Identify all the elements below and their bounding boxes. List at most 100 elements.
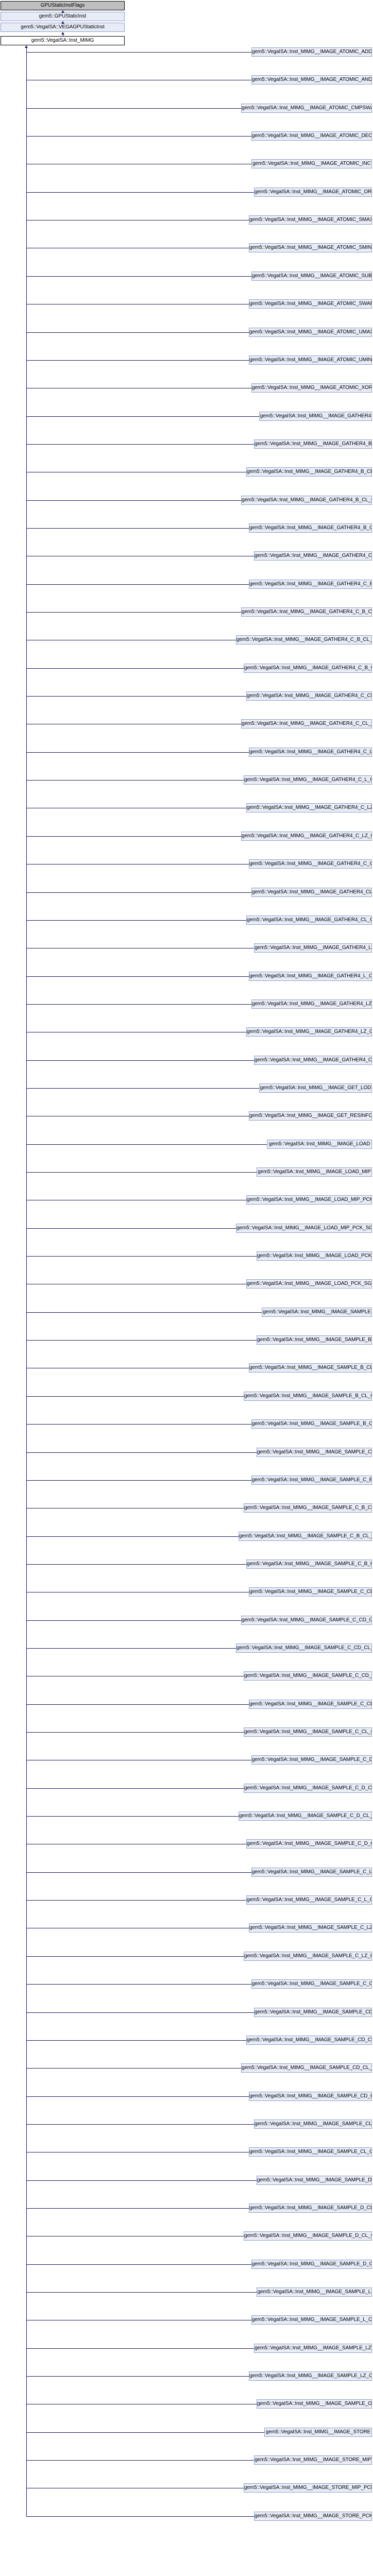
class-node-derived[interactable]: gem5::VegaISA::Inst_MIMG__IMAGE_SAMPLE_C… <box>244 1727 372 1737</box>
derived-edge <box>26 2264 251 2265</box>
class-node-derived[interactable]: gem5::VegaISA::Inst_MIMG__IMAGE_GATHER4_… <box>254 943 372 953</box>
class-node-derived[interactable]: gem5::VegaISA::Inst_MIMG__IMAGE_ATOMIC_C… <box>241 104 372 113</box>
class-node-derived[interactable]: gem5::VegaISA::Inst_MIMG__IMAGE_SAMPLE_C… <box>239 1532 372 1541</box>
class-node-derived[interactable]: gem5::VegaISA::Inst_MIMG__IMAGE_GATHER4_… <box>241 607 372 617</box>
class-node-derived[interactable]: gem5::VegaISA::Inst_MIMG__IMAGE_GATHER4_… <box>246 803 372 812</box>
class-node-derived[interactable]: gem5::VegaISA::Inst_MIMG__IMAGE_SAMPLE_C… <box>249 2092 372 2101</box>
class-node-derived[interactable]: gem5::VegaISA::Inst_MIMG__IMAGE_GATHER4_… <box>241 832 372 841</box>
class-node-derived[interactable]: gem5::VegaISA::Inst_MIMG__IMAGE_GATHER4_… <box>254 439 372 449</box>
class-node-derived[interactable]: gem5::VegaISA::Inst_MIMG__IMAGE_SAMPLE_C… <box>249 1587 372 1597</box>
class-node-derived[interactable]: gem5::VegaISA::Inst_MIMG__IMAGE_ATOMIC_X… <box>251 383 372 393</box>
class-node-derived[interactable]: gem5::VegaISA::Inst_MIMG__IMAGE_GATHER4_… <box>241 719 372 728</box>
class-node-derived[interactable]: gem5::VegaISA::Inst_MIMG__IMAGE_LOAD_MIP <box>257 1167 372 1177</box>
class-node-derived[interactable]: gem5::VegaISA::Inst_MIMG__IMAGE_SAMPLE_C… <box>249 1700 372 1709</box>
class-node-derived[interactable]: gem5::VegaISA::Inst_MIMG__IMAGE_ATOMIC_U… <box>249 355 372 365</box>
class-node-derived[interactable]: gem5::VegaISA::Inst_MIMG__IMAGE_SAMPLE_C… <box>251 1755 372 1765</box>
class-node-derived[interactable]: gem5::VegaISA::Inst_MIMG__IMAGE_SAMPLE_D… <box>244 2231 372 2241</box>
derived-edge <box>26 2152 249 2153</box>
class-node-derived[interactable]: gem5::VegaISA::Inst_MIMG__IMAGE_GATHER4 <box>259 412 372 421</box>
class-node-derived[interactable]: gem5::VegaISA::Inst_MIMG__IMAGE_GATHER4_… <box>246 467 372 477</box>
class-node-derived[interactable]: gem5::VegaISA::Inst_MIMG__IMAGE_STORE_MI… <box>244 2483 372 2493</box>
class-node-derived[interactable]: gem5::VegaISA::Inst_MIMG__IMAGE_SAMPLE_O <box>257 2399 372 2409</box>
class-node-derived[interactable]: gem5::VegaISA::Inst_MIMG__IMAGE_SAMPLE_C… <box>246 1895 372 1905</box>
class-node-derived[interactable]: gem5::VegaISA::Inst_MIMG__IMAGE_SAMPLE_C… <box>246 2036 372 2045</box>
class-node-derived[interactable]: gem5::VegaISA::Inst_MIMG__IMAGE_LOAD_MIP… <box>236 1224 372 1233</box>
class-node-derived[interactable]: gem5::VegaISA::Inst_MIMG__IMAGE_GATHER4_… <box>251 999 372 1009</box>
class-node-derived[interactable]: gem5::VegaISA::Inst_MIMG__IMAGE_SAMPLE_C… <box>246 1839 372 1849</box>
class-node-derived[interactable]: gem5::VegaISA::Inst_MIMG__IMAGE_STORE_MI… <box>254 2455 372 2465</box>
class-node-derived[interactable]: gem5::VegaISA::Inst_MIMG__IMAGE_SAMPLE_C… <box>239 1811 372 1821</box>
class-node-derived[interactable]: gem5::VegaISA::Inst_MIMG__IMAGE_SAMPLE_B… <box>244 1392 372 1401</box>
class-node-derived[interactable]: gem5::VegaISA::Inst_MIMG__IMAGE_ATOMIC_S… <box>251 272 372 281</box>
class-node-derived[interactable]: gem5::VegaISA::Inst_MIMG__IMAGE_SAMPLE_C… <box>249 2147 372 2157</box>
class-node-derived[interactable]: gem5::VegaISA::Inst_MIMG__IMAGE_SAMPLE_L… <box>249 2371 372 2381</box>
class-node-derived[interactable]: gem5::VegaISA::Inst_MIMG__IMAGE_SAMPLE_B <box>257 1335 372 1345</box>
class-node-derived[interactable]: gem5::VegaISA::Inst_MIMG__IMAGE_SAMPLE_C… <box>244 1784 372 1793</box>
class-node-derived[interactable]: gem5::VegaISA::Inst_MIMG__IMAGE_SAMPLE_C… <box>244 1952 372 1961</box>
class-node-derived[interactable]: gem5::VegaISA::Inst_MIMG__IMAGE_SAMPLE_C… <box>249 1923 372 1933</box>
class-node-derived[interactable]: gem5::VegaISA::Inst_MIMG__IMAGE_SAMPLE_B… <box>249 1363 372 1372</box>
class-node-derived[interactable]: gem5::VegaISA::Inst_MIMG__IMAGE_GATHER4_… <box>249 972 372 981</box>
class-node-derived[interactable]: gem5::VegaISA::Inst_MIMG__IMAGE_ATOMIC_I… <box>251 159 372 168</box>
class-node-derived[interactable]: gem5::VegaISA::Inst_MIMG__IMAGE_SAMPLE_L… <box>251 2315 372 2325</box>
class-node-derived[interactable]: gem5::VegaISA::Inst_MIMG__IMAGE_SAMPLE_C… <box>244 1503 372 1513</box>
derived-edge <box>26 1872 251 1873</box>
class-node-derived[interactable]: gem5::VegaISA::Inst_MIMG__IMAGE_LOAD_PCK <box>257 1251 372 1261</box>
class-node-derived[interactable]: gem5::VegaISA::Inst_MIMG__IMAGE_GATHER4_… <box>249 859 372 869</box>
derived-edge <box>26 752 249 753</box>
class-node-derived[interactable]: gem5::VegaISA::Inst_MIMG__IMAGE_GATHER4_… <box>236 635 372 645</box>
class-node-derived[interactable]: gem5::VegaISA::Inst_MIMG__IMAGE_SAMPLE_L… <box>254 2344 372 2353</box>
class-node-derived[interactable]: gem5::VegaISA::Inst_MIMG__IMAGE_SAMPLE_L <box>257 2287 372 2297</box>
class-node-derived[interactable]: gem5::VegaISA::Inst_MIMG__IMAGE_LOAD_MIP… <box>246 1195 372 1205</box>
class-node-derived[interactable]: gem5::VegaISA::Inst_MIMG__IMAGE_SAMPLE_C… <box>236 1643 372 1653</box>
class-node-derived[interactable]: gem5::VegaISA::Inst_MIMG__IMAGE_SAMPLE_B… <box>251 1419 372 1429</box>
derived-edge <box>26 500 241 501</box>
class-node-derived[interactable]: gem5::VegaISA::Inst_MIMG__IMAGE_ATOMIC_D… <box>251 131 372 141</box>
class-node-derived[interactable]: gem5::VegaISA::Inst_MIMG__IMAGE_GATHER4_… <box>249 523 372 533</box>
class-node-derived[interactable]: gem5::VegaISA::Inst_MIMG__IMAGE_ATOMIC_O… <box>254 188 372 197</box>
class-node-derived[interactable]: gem5::VegaISA::Inst_MIMG__IMAGE_GET_RESI… <box>249 1111 372 1121</box>
class-node-derived[interactable]: gem5::VegaISA::Inst_MIMG__IMAGE_GATHER4_… <box>241 496 372 505</box>
class-node-derived[interactable]: gem5::VegaISA::Inst_MIMG__IMAGE_GATHER4_… <box>244 775 372 785</box>
class-node-derived[interactable]: gem5::VegaISA::Inst_MIMG__IMAGE_SAMPLE_C <box>257 1448 372 1457</box>
class-node-derived[interactable]: gem5::VegaISA::Inst_MIMG__IMAGE_SAMPLE_C… <box>241 1616 372 1625</box>
class-node-derived[interactable]: gem5::VegaISA::Inst_MIMG__IMAGE_STORE <box>264 2428 372 2437</box>
class-node-derived[interactable]: gem5::VegaISA::Inst_MIMG__IMAGE_SAMPLE_D… <box>249 2204 372 2213</box>
class-node-derived[interactable]: gem5::VegaISA::Inst_MIMG__IMAGE_GATHER4_… <box>251 888 372 897</box>
class-node-derived[interactable]: gem5::VegaISA::Inst_MIMG__IMAGE_ATOMIC_S… <box>249 243 372 252</box>
class-node-derived[interactable]: gem5::VegaISA::Inst_MIMG__IMAGE_SAMPLE_C… <box>251 1979 372 1989</box>
class-node-derived[interactable]: gem5::VegaISA::Inst_MIMG__IMAGE_ATOMIC_U… <box>249 328 372 337</box>
class-node-derived[interactable]: gem5::VegaISA::Inst_MIMG__IMAGE_STORE_PC… <box>254 2512 372 2521</box>
class-node-derived[interactable]: gem5::VegaISA::Inst_MIMG__IMAGE_GATHER4_… <box>249 580 372 589</box>
class-node-ancestor-1[interactable]: gem5::GPUStaticInst <box>1 12 125 21</box>
class-node-derived[interactable]: gem5::VegaISA::Inst_MIMG__IMAGE_GATHER4_… <box>254 1056 372 1065</box>
class-node-derived[interactable]: gem5::VegaISA::Inst_MIMG__IMAGE_SAMPLE_C… <box>251 1476 372 1485</box>
class-node-derived[interactable]: gem5::VegaISA::Inst_MIMG__IMAGE_GATHER4_… <box>244 664 372 673</box>
class-node-derived[interactable]: gem5::VegaISA::Inst_MIMG__IMAGE_SAMPLE_C… <box>251 1868 372 1877</box>
class-node-derived[interactable]: gem5::VegaISA::Inst_MIMG__IMAGE_ATOMIC_S… <box>249 215 372 225</box>
derived-edge <box>26 1172 257 1173</box>
derived-edge <box>26 2292 257 2293</box>
class-node-derived[interactable]: gem5::VegaISA::Inst_MIMG__IMAGE_SAMPLE_C… <box>246 1560 372 1569</box>
class-node-derived[interactable]: gem5::VegaISA::Inst_MIMG__IMAGE_GATHER4_… <box>246 691 372 701</box>
class-node-ancestor-0[interactable]: GPUStaticInstFlags <box>1 1 125 10</box>
class-node-derived[interactable]: gem5::VegaISA::Inst_MIMG__IMAGE_GET_LOD <box>259 1083 372 1093</box>
class-node-derived[interactable]: gem5::VegaISA::Inst_MIMG__IMAGE_LOAD_PCK… <box>246 1279 372 1289</box>
class-node-derived[interactable]: gem5::VegaISA::Inst_MIMG__IMAGE_LOAD <box>267 1140 372 1149</box>
class-node-derived[interactable]: gem5::VegaISA::Inst_MIMG__IMAGE_ATOMIC_S… <box>249 299 372 309</box>
class-node-derived[interactable]: gem5::VegaISA::Inst_MIMG__IMAGE_SAMPLE_C… <box>254 2008 372 2017</box>
class-node-derived[interactable]: gem5::VegaISA::Inst_MIMG__IMAGE_GATHER4_… <box>249 748 372 757</box>
class-node-derived[interactable]: gem5::VegaISA::Inst_MIMG__IMAGE_ATOMIC_A… <box>251 75 372 84</box>
class-node-derived[interactable]: gem5::VegaISA::Inst_MIMG__IMAGE_GATHER4_… <box>246 1027 372 1037</box>
class-node-derived[interactable]: gem5::VegaISA::Inst_MIMG__IMAGE_SAMPLE_D… <box>251 2260 372 2269</box>
class-node-derived[interactable]: gem5::VegaISA::Inst_MIMG__IMAGE_SAMPLE <box>262 1308 372 1317</box>
class-node-derived[interactable]: gem5::VegaISA::Inst_MIMG__IMAGE_GATHER4_… <box>254 551 372 561</box>
class-node-derived[interactable]: gem5::VegaISA::Inst_MIMG__IMAGE_SAMPLE_C… <box>254 2120 372 2129</box>
class-node-derived[interactable]: gem5::VegaISA::Inst_MIMG__IMAGE_SAMPLE_D <box>257 2176 372 2185</box>
class-node-ancestor-2[interactable]: gem5::VegaISA::VEGAGPUStaticInst <box>1 23 125 32</box>
class-node-derived[interactable]: gem5::VegaISA::Inst_MIMG__IMAGE_SAMPLE_C… <box>244 1671 372 1681</box>
class-node-derived[interactable]: gem5::VegaISA::Inst_MIMG__IMAGE_SAMPLE_C… <box>241 2063 372 2073</box>
class-node-derived[interactable]: gem5::VegaISA::Inst_MIMG__IMAGE_GATHER4_… <box>246 916 372 925</box>
class-node-derived[interactable]: gem5::VegaISA::Inst_MIMG__IMAGE_ATOMIC_A… <box>251 47 372 57</box>
derived-edge <box>26 2180 257 2181</box>
